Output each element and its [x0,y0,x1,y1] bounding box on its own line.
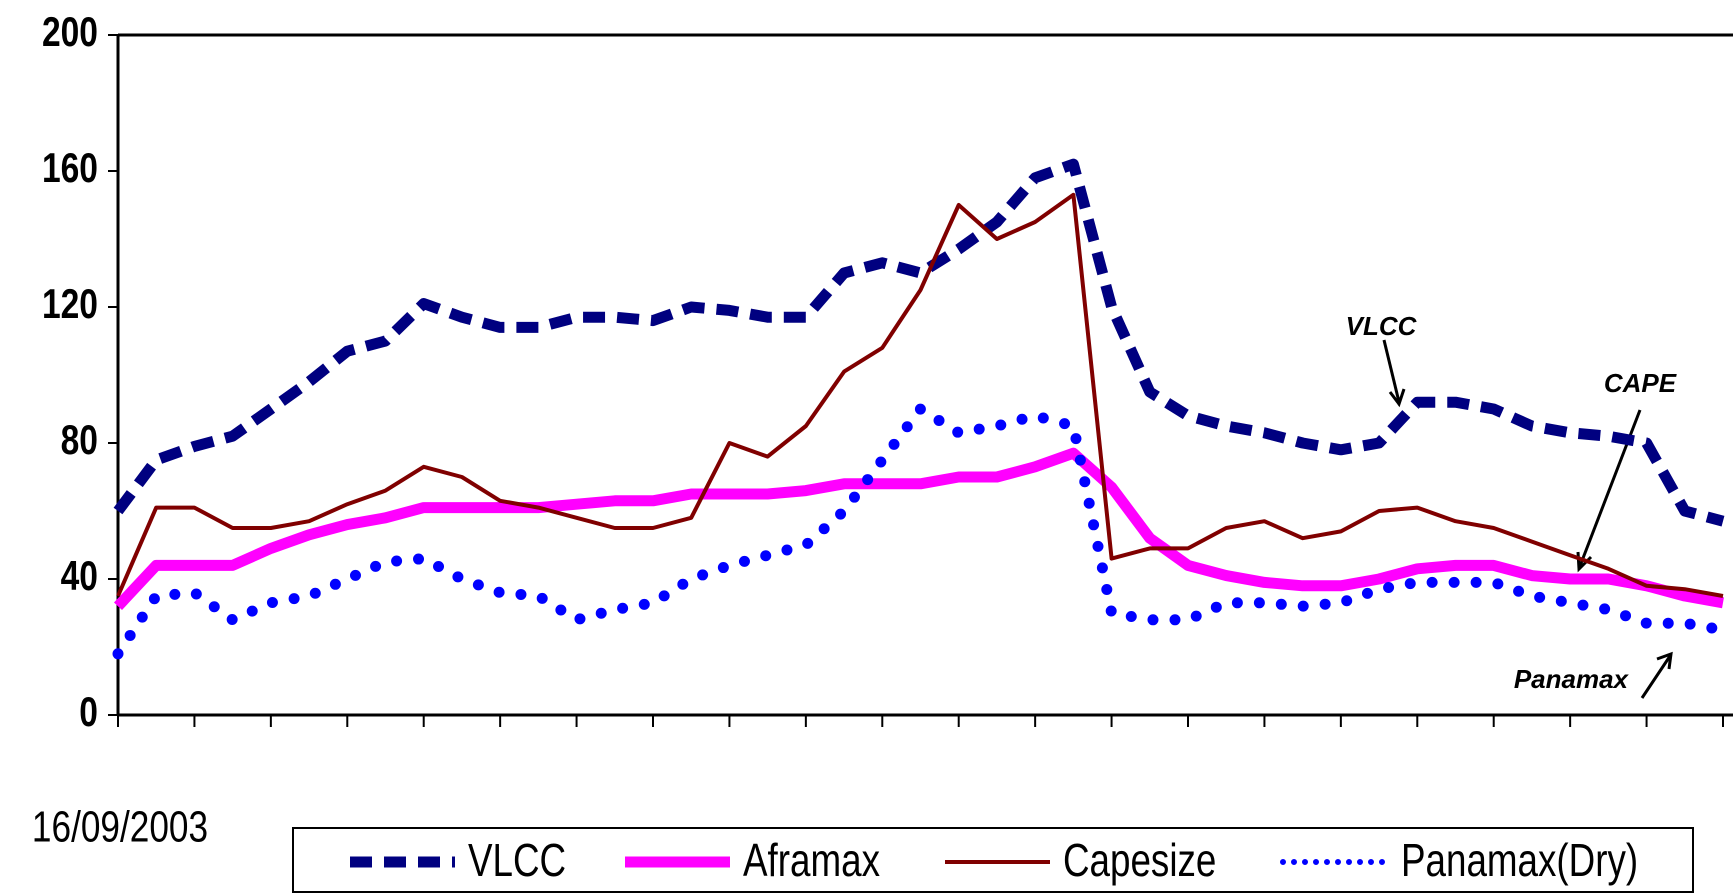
y-tick-label: 0 [79,690,98,736]
legend-label: Capesize [1063,834,1216,886]
legend-label: Aframax [743,834,880,886]
series-line [112,403,1729,660]
legend-label: VLCC [468,834,566,886]
annotation: CAPE [1604,368,1677,398]
series-line [113,158,1725,527]
y-tick-label: 200 [42,10,98,56]
y-tick-label: 80 [61,418,98,464]
series-line [113,447,1724,610]
y-tick-label: 120 [42,282,98,328]
x-tick-label: 16/09/2003 [32,803,208,852]
legend-label: Panamax(Dry) [1401,834,1638,886]
y-tick-label: 40 [61,554,98,600]
series-line [116,192,1724,598]
y-tick-label: 160 [42,146,98,192]
annotation: VLCC [1346,311,1418,341]
annotation: Panamax [1514,664,1630,694]
